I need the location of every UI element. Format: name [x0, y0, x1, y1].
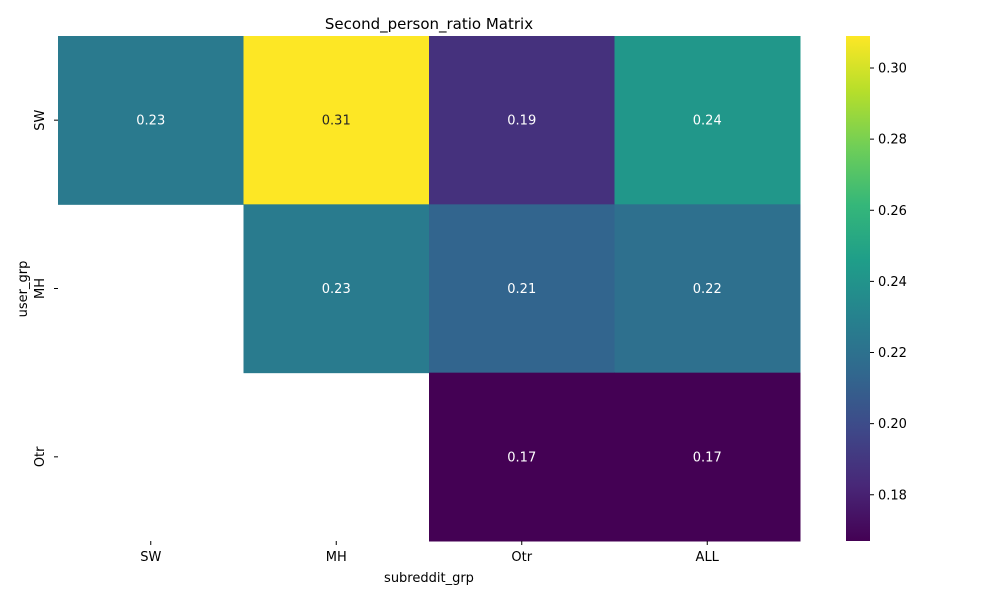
- y-axis-label: user_grp: [16, 261, 31, 318]
- cell-value-label: 0.17: [507, 450, 536, 465]
- y-tick-label: SW: [33, 109, 48, 130]
- cell-value-label: 0.21: [507, 282, 536, 297]
- heatmap-cell: [614, 372, 801, 542]
- x-tick-label: Otr: [511, 550, 532, 565]
- y-tick-label: Otr: [33, 446, 48, 467]
- heatmap-cell: [614, 204, 801, 374]
- cell-value-label: 0.19: [507, 114, 536, 129]
- heatmap-cell: [58, 36, 244, 205]
- heatmap-cell: [429, 36, 615, 205]
- heatmap-cell: [429, 204, 615, 374]
- colorbar-tick-label: 0.18: [878, 488, 907, 503]
- colorbar-tick-label: 0.22: [878, 346, 907, 361]
- x-tick-label: SW: [140, 550, 161, 565]
- heatmap-cell: [243, 36, 430, 205]
- heatmap-cell: [429, 372, 615, 542]
- x-axis-label: subreddit_grp: [384, 571, 474, 586]
- cell-value-label: 0.31: [322, 114, 351, 129]
- y-axis-ticks: SW MH Otr: [33, 109, 58, 467]
- colorbar-tick-label: 0.24: [878, 275, 907, 290]
- x-axis-ticks: SW MH Otr ALL: [140, 541, 720, 565]
- heatmap-cell: [243, 204, 430, 374]
- chart-title: Second_person_ratio Matrix: [325, 15, 533, 34]
- x-tick-label: MH: [326, 550, 347, 565]
- colorbar-tick-label: 0.28: [878, 133, 907, 148]
- heatmap-cell: [614, 36, 801, 205]
- y-tick-label: MH: [33, 278, 48, 299]
- colorbar-tick-label: 0.26: [878, 204, 907, 219]
- heatmap-cells: 0.23 0.31 0.19 0.24 0.23 0.21 0.22 0.17 0.17: [58, 36, 801, 542]
- cell-value-label: 0.24: [693, 114, 722, 129]
- colorbar-ticks: 0.18 0.20 0.22 0.24 0.26 0.28 0.30: [870, 62, 907, 503]
- x-tick-label: ALL: [696, 550, 720, 565]
- colorbar-tick-label: 0.20: [878, 417, 907, 432]
- cell-value-label: 0.17: [693, 450, 722, 465]
- colorbar-tick-label: 0.30: [878, 62, 907, 77]
- cell-value-label: 0.23: [136, 114, 165, 129]
- colorbar: [846, 36, 870, 541]
- cell-value-label: 0.23: [322, 282, 351, 297]
- cell-value-label: 0.22: [693, 282, 722, 297]
